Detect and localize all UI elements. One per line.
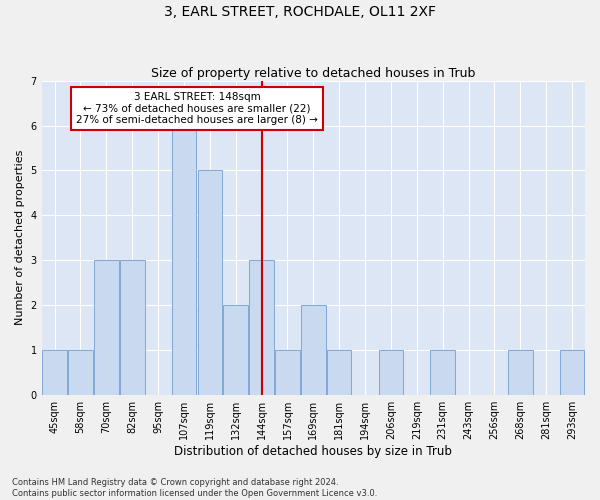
Bar	[223, 305, 248, 394]
Bar	[197, 170, 222, 394]
Bar	[327, 350, 352, 395]
Bar	[301, 305, 326, 394]
Bar	[379, 350, 403, 395]
Bar	[275, 350, 300, 395]
Bar	[68, 350, 93, 395]
Y-axis label: Number of detached properties: Number of detached properties	[15, 150, 25, 326]
Text: 3, EARL STREET, ROCHDALE, OL11 2XF: 3, EARL STREET, ROCHDALE, OL11 2XF	[164, 5, 436, 19]
Text: Contains HM Land Registry data © Crown copyright and database right 2024.
Contai: Contains HM Land Registry data © Crown c…	[12, 478, 377, 498]
Bar	[560, 350, 584, 395]
X-axis label: Distribution of detached houses by size in Trub: Distribution of detached houses by size …	[175, 444, 452, 458]
Bar	[508, 350, 533, 395]
Bar	[120, 260, 145, 394]
Bar	[94, 260, 119, 394]
Bar	[249, 260, 274, 394]
Text: 3 EARL STREET: 148sqm
← 73% of detached houses are smaller (22)
27% of semi-deta: 3 EARL STREET: 148sqm ← 73% of detached …	[76, 92, 318, 125]
Title: Size of property relative to detached houses in Trub: Size of property relative to detached ho…	[151, 66, 476, 80]
Bar	[172, 126, 196, 394]
Bar	[430, 350, 455, 395]
Bar	[43, 350, 67, 395]
